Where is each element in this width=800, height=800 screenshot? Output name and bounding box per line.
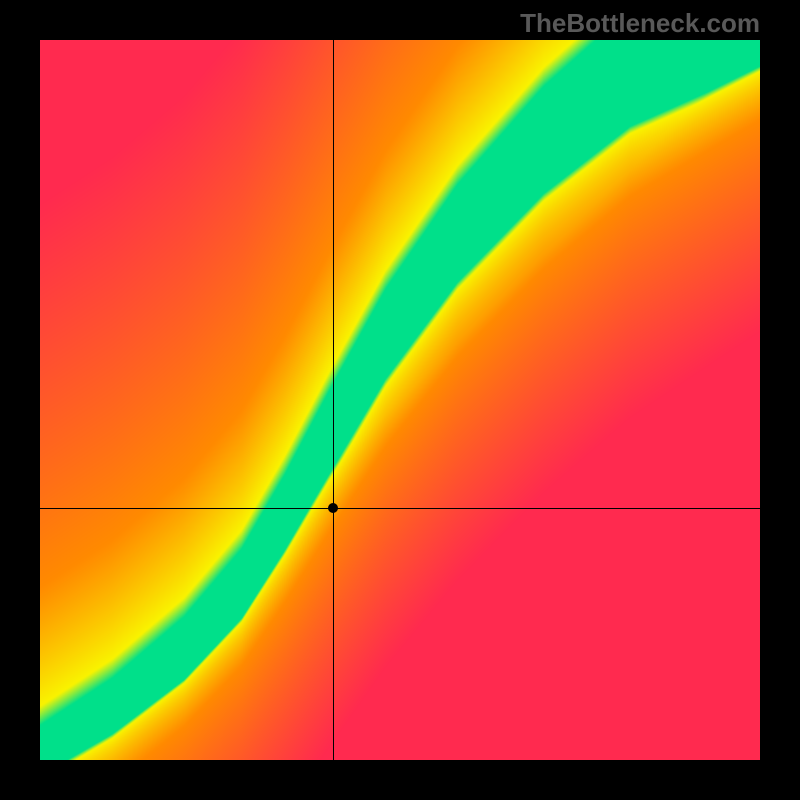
watermark-text: TheBottleneck.com: [520, 8, 760, 39]
selection-marker: [328, 503, 338, 513]
frame-left: [0, 0, 40, 800]
crosshair-vertical: [333, 40, 334, 760]
crosshair-horizontal: [40, 508, 760, 509]
bottleneck-heatmap: [40, 40, 760, 760]
frame-right: [760, 0, 800, 800]
frame-bottom: [0, 760, 800, 800]
